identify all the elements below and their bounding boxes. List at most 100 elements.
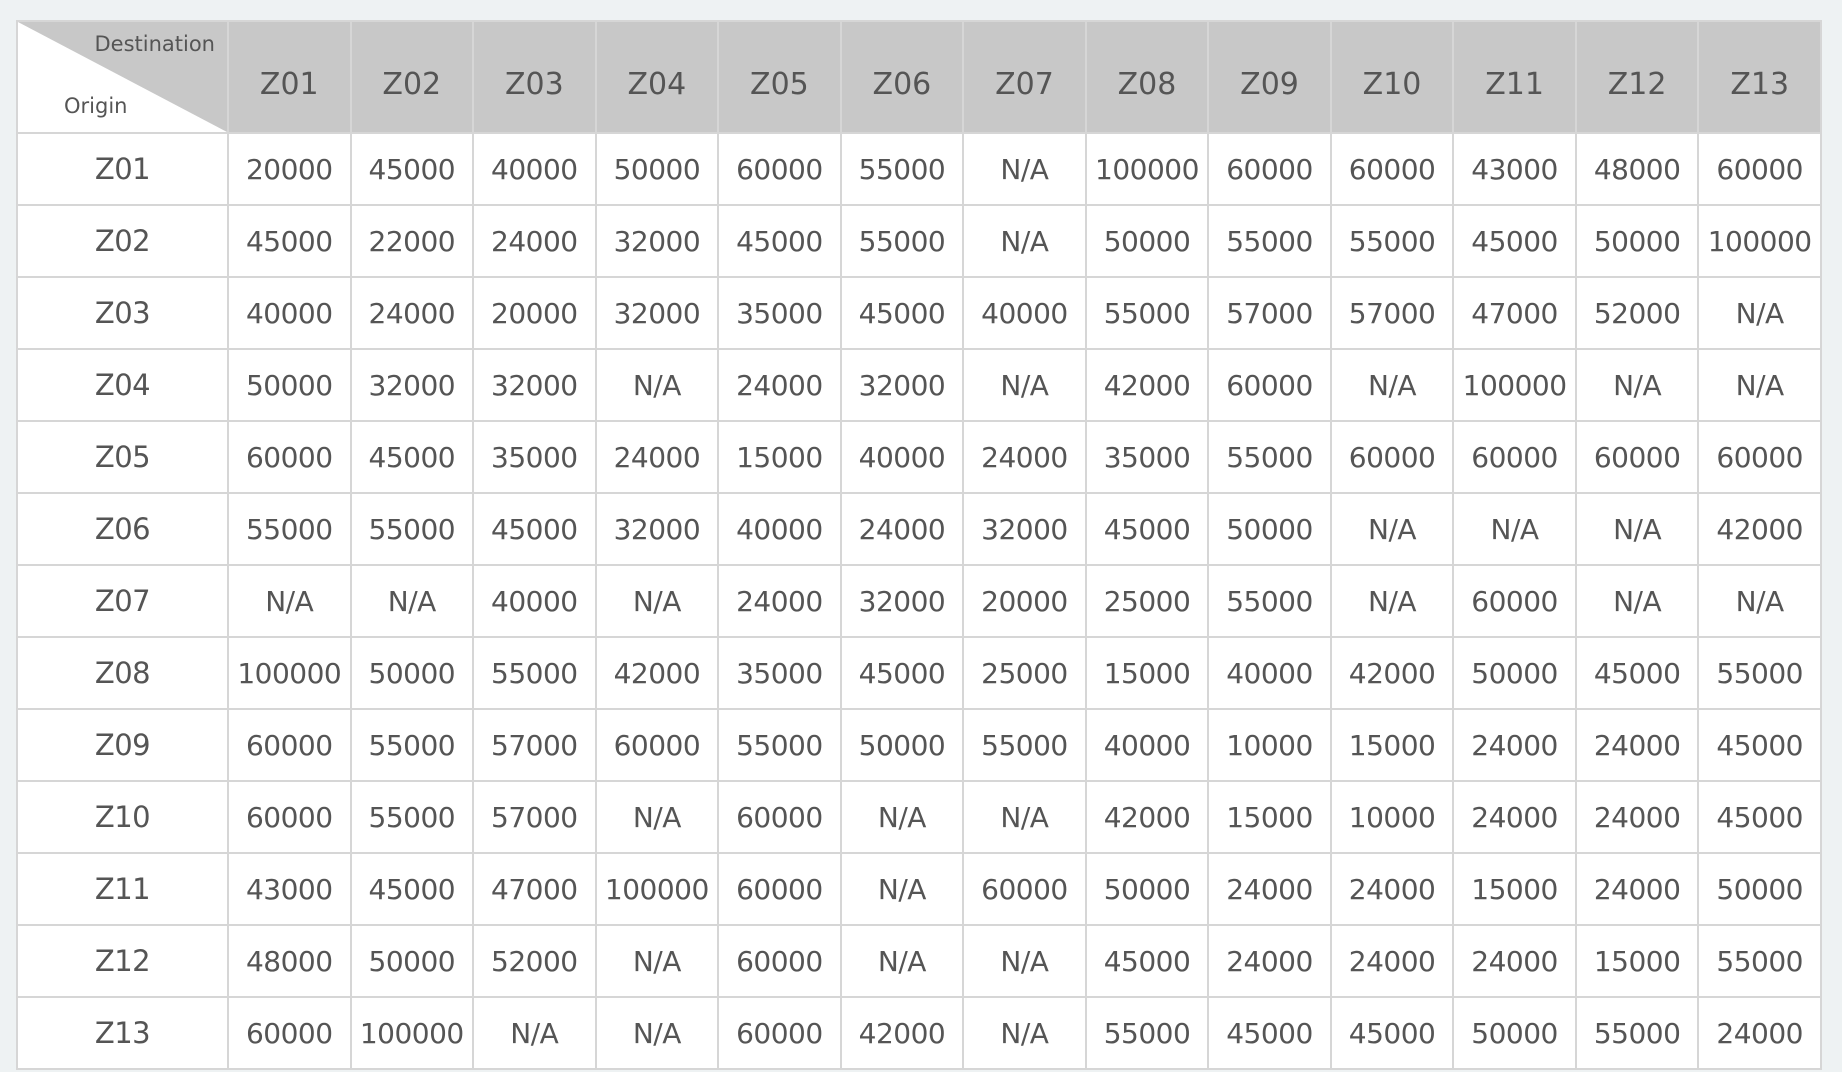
column-header-z04: Z04	[594, 20, 720, 134]
row-header-z02: Z02	[16, 204, 229, 278]
table-cell: 24000	[1207, 924, 1332, 998]
table-cell: 48000	[227, 924, 352, 998]
table-cell: N/A	[594, 564, 720, 638]
origin-label: Origin	[64, 94, 128, 118]
table-cell: 50000	[349, 636, 475, 710]
table-cell: 24000	[1574, 780, 1700, 854]
table-cell: 42000	[594, 636, 720, 710]
table-cell: 24000	[1329, 924, 1455, 998]
table-cell: 52000	[472, 924, 597, 998]
row-header-z03: Z03	[16, 276, 229, 350]
table-cell: N/A	[962, 924, 1087, 998]
origin-destination-matrix: Destination Origin Z01 Z02 Z03 Z04 Z05 Z06 Z07…	[16, 20, 1822, 1070]
table-cell: 24000	[962, 420, 1087, 494]
header-row: Destination Origin Z01 Z02 Z03 Z04 Z05 Z06 Z07…	[16, 20, 1822, 134]
table-cell: 60000	[717, 852, 842, 926]
table-cell: 43000	[227, 852, 352, 926]
table-cell: 24000	[1452, 780, 1577, 854]
table-cell: 20000	[227, 132, 352, 206]
table-cell: 55000	[1084, 996, 1210, 1070]
table-cell: 60000	[1452, 420, 1577, 494]
table-cell: N/A	[1697, 348, 1822, 422]
table-cell: 55000	[1207, 564, 1332, 638]
table-cell: 45000	[1084, 492, 1210, 566]
table-cell: 60000	[1207, 132, 1332, 206]
table-cell: N/A	[839, 852, 965, 926]
table-cell: N/A	[962, 204, 1087, 278]
table-cell: N/A	[839, 924, 965, 998]
column-header-z07: Z07	[962, 20, 1087, 134]
table-cell: 60000	[717, 996, 842, 1070]
table-cell: 15000	[1574, 924, 1700, 998]
table-cell: 42000	[1084, 780, 1210, 854]
table-cell: 45000	[1207, 996, 1332, 1070]
table-cell: N/A	[227, 564, 352, 638]
column-header-z08: Z08	[1084, 20, 1210, 134]
table-cell: 32000	[594, 204, 720, 278]
table-cell: 40000	[472, 132, 597, 206]
table-cell: 60000	[227, 420, 352, 494]
table-cell: 24000	[1452, 924, 1577, 998]
table-cell: 50000	[594, 132, 720, 206]
table-row: Z05 60000 45000 35000 24000 15000 40000 24000 35…	[16, 420, 1822, 494]
table-cell: 32000	[962, 492, 1087, 566]
table-cell: 60000	[717, 924, 842, 998]
row-header-z04: Z04	[16, 348, 229, 422]
table-cell: 100000	[349, 996, 475, 1070]
table-cell: 15000	[1329, 708, 1455, 782]
table-cell: 32000	[349, 348, 475, 422]
table-cell: N/A	[594, 780, 720, 854]
table-cell: 55000	[717, 708, 842, 782]
table-cell: 35000	[717, 276, 842, 350]
table-cell: 60000	[1697, 132, 1822, 206]
table-cell: 42000	[839, 996, 965, 1070]
table-row: Z01 20000 45000 40000 50000 60000 55000 N/A 1000…	[16, 132, 1822, 206]
table-row: Z04 50000 32000 32000 N/A 24000 32000 N/A 42000 6…	[16, 348, 1822, 422]
table-cell: 45000	[1084, 924, 1210, 998]
table-cell: 100000	[1084, 132, 1210, 206]
table-row: Z02 45000 22000 24000 32000 45000 55000 N/A 5000…	[16, 204, 1822, 278]
table-cell: 24000	[717, 564, 842, 638]
column-header-z11: Z11	[1452, 20, 1577, 134]
table-cell: 24000	[1697, 996, 1822, 1070]
column-header-z13: Z13	[1697, 20, 1822, 134]
table-cell: 60000	[1452, 564, 1577, 638]
table-row: Z09 60000 55000 57000 60000 55000 50000 55000 40…	[16, 708, 1822, 782]
column-header-z10: Z10	[1329, 20, 1455, 134]
table-cell: 60000	[1329, 420, 1455, 494]
table-cell: 32000	[839, 348, 965, 422]
table-cell: 32000	[594, 276, 720, 350]
table-row: Z13 60000 100000 N/A N/A 60000 42000 N/A 55000 45…	[16, 996, 1822, 1070]
table-cell: 48000	[1574, 132, 1700, 206]
table-cell: 60000	[1574, 420, 1700, 494]
table-row: Z08 100000 50000 55000 42000 35000 45000 25000 1…	[16, 636, 1822, 710]
table-cell: 45000	[227, 204, 352, 278]
table-cell: 55000	[1697, 636, 1822, 710]
table-cell: 25000	[962, 636, 1087, 710]
table-cell: N/A	[1574, 564, 1700, 638]
table-cell: N/A	[1329, 564, 1455, 638]
table-cell: 40000	[1207, 636, 1332, 710]
table-cell: N/A	[594, 348, 720, 422]
table-cell: 43000	[1452, 132, 1577, 206]
table-cell: 60000	[1697, 420, 1822, 494]
table-cell: 45000	[349, 420, 475, 494]
table-cell: 55000	[472, 636, 597, 710]
row-header-z08: Z08	[16, 636, 229, 710]
table-cell: 60000	[1207, 348, 1332, 422]
table-cell: N/A	[1697, 564, 1822, 638]
table-row: Z07 N/A N/A 40000 N/A 24000 32000 20000 25000 550…	[16, 564, 1822, 638]
column-header-z05: Z05	[717, 20, 842, 134]
table-cell: 42000	[1084, 348, 1210, 422]
table-cell: 24000	[717, 348, 842, 422]
row-header-z12: Z12	[16, 924, 229, 998]
table-cell: 10000	[1207, 708, 1332, 782]
row-header-z06: Z06	[16, 492, 229, 566]
table-cell: 24000	[349, 276, 475, 350]
table-cell: 45000	[1574, 636, 1700, 710]
table-cell: 24000	[472, 204, 597, 278]
table-cell: 24000	[1574, 708, 1700, 782]
table-cell: N/A	[962, 780, 1087, 854]
table-cell: 55000	[839, 204, 965, 278]
diagonal-divider-icon	[19, 23, 226, 131]
